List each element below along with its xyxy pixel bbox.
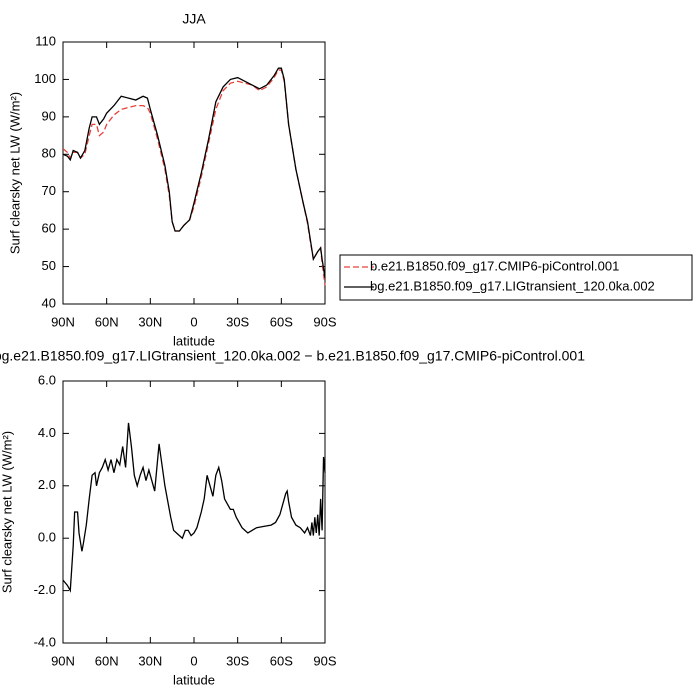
x-tick-label: 60N <box>95 653 119 668</box>
y-tick-label: 4.0 <box>38 425 56 440</box>
x-tick-label: 0 <box>190 653 197 668</box>
plot-frame <box>62 380 326 644</box>
x-tick-label: 90N <box>51 653 75 668</box>
x-tick-label: 90N <box>51 314 75 329</box>
y-tick-label: 110 <box>35 33 56 48</box>
x-tick-label: 90S <box>313 653 336 668</box>
legend-label: bg.e21.B1850.f09_g17.LIGtransient_120.0k… <box>370 278 655 293</box>
x-tick-label: 60S <box>270 653 293 668</box>
y-axis-label: Surf clearsky net LW (W/m²) <box>7 92 22 254</box>
x-tick-label: 60N <box>95 314 119 329</box>
x-tick-label: 90S <box>313 314 336 329</box>
chart-title: bg.e21.B1850.f09_g17.LIGtransient_120.0k… <box>0 348 585 364</box>
y-tick-label: 2.0 <box>38 477 56 492</box>
y-tick-label: 40 <box>42 295 56 310</box>
x-tick-label: 0 <box>190 314 197 329</box>
chart-title: JJA <box>182 11 206 27</box>
y-tick-label: 50 <box>42 258 56 273</box>
data-line <box>62 422 326 593</box>
y-tick-label: 90 <box>42 108 56 123</box>
y-tick-label: 100 <box>34 71 56 86</box>
data-line <box>62 67 326 278</box>
y-tick-label: 80 <box>42 146 56 161</box>
x-tick-label: 60S <box>270 314 293 329</box>
y-tick-label: 0.0 <box>38 530 56 545</box>
x-axis-label: latitude <box>173 672 215 687</box>
y-tick-label: 60 <box>42 221 56 236</box>
y-tick-label: -2.0 <box>34 582 56 597</box>
y-tick-label: 70 <box>42 183 56 198</box>
data-line <box>62 69 326 286</box>
x-tick-label: 30S <box>226 653 249 668</box>
x-tick-label: 30S <box>226 314 249 329</box>
legend-label: b.e21.B1850.f09_g17.CMIP6-piControl.001 <box>370 258 619 273</box>
x-axis-label: latitude <box>173 333 215 348</box>
legend-box <box>339 254 693 301</box>
plot-frame <box>62 41 326 305</box>
y-tick-label: 6.0 <box>38 372 56 387</box>
x-tick-label: 30N <box>138 653 162 668</box>
x-tick-label: 30N <box>138 314 162 329</box>
y-axis-label: Surf clearsky net LW (W/m²) <box>0 431 14 593</box>
y-tick-label: -4.0 <box>34 634 56 649</box>
